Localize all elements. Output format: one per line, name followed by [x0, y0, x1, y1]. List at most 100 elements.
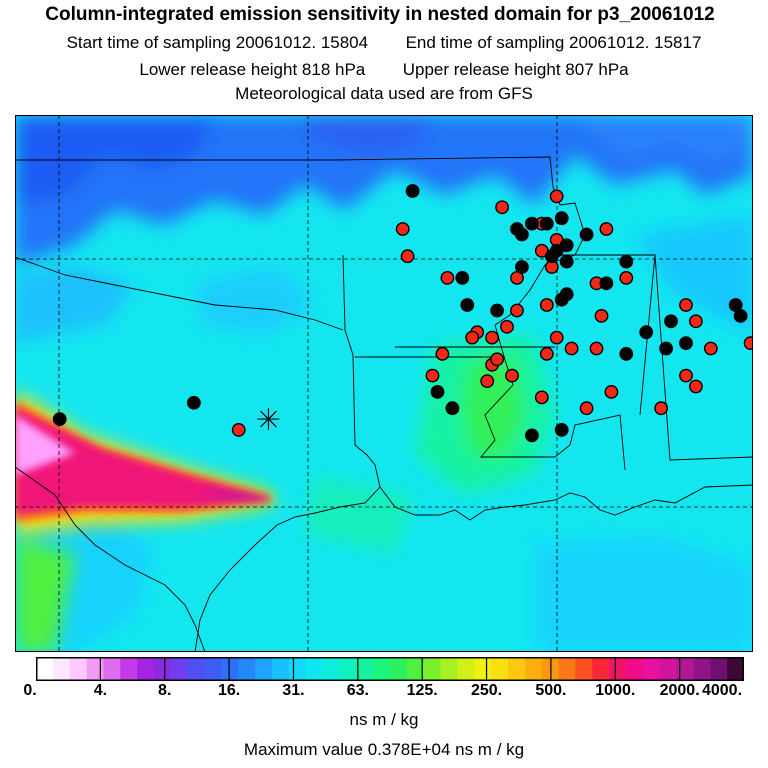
- station-marker-red: [490, 352, 504, 367]
- station-marker-red: [604, 384, 619, 399]
- station-marker-red: [510, 303, 524, 318]
- colorbar-tick-labels: 0. 4. 8. 16. 31. 63. 125. 250. 500. 1000. 2000. 400…: [0, 682, 768, 706]
- colorbar-segment: [423, 657, 442, 681]
- colorbar-tick-label: 63.: [346, 682, 369, 699]
- colorbar-units: ns m / kg: [349, 710, 419, 729]
- lower-height-label: Lower release height: [139, 60, 298, 79]
- station-marker-black: [733, 308, 748, 323]
- colorbar-segment: [154, 657, 172, 681]
- colorbar-segment: [558, 657, 577, 681]
- end-time-label: End time of sampling: [405, 33, 565, 52]
- station-marker-red: [480, 374, 495, 388]
- station-marker-black: [679, 336, 693, 351]
- station-marker-black: [455, 270, 470, 285]
- colorbar-tick-label: 2000.: [659, 682, 700, 699]
- colorbar-segment: [36, 657, 54, 681]
- station-marker-black: [664, 314, 678, 329]
- station-marker-black: [539, 216, 554, 231]
- colorbar-segment: [52, 657, 71, 681]
- colorbar-segment: [204, 657, 223, 681]
- colorbar-tick-label: 0.: [23, 682, 37, 699]
- colorbar-segment: [710, 657, 728, 681]
- colorbar-segment: [659, 657, 678, 681]
- maximum-value-line: Maximum value 0.378E+04 ns m / kg: [0, 740, 768, 760]
- station-marker-red: [689, 379, 703, 394]
- colorbar-tick-label: 4.: [93, 682, 108, 699]
- colorbar-tick-label: 500.: [535, 682, 567, 699]
- station-marker-red: [534, 390, 549, 405]
- colorbar-segment: [187, 657, 206, 681]
- met-data-line: Meteorological data used are from GFS: [235, 84, 533, 103]
- colorbar-segment: [255, 657, 273, 681]
- emission-sensitivity-map: [15, 115, 753, 652]
- station-marker-black: [554, 292, 569, 307]
- colorbar-tick-label: 1000.: [595, 682, 636, 699]
- colorbar-segment: [221, 657, 239, 681]
- colorbar-segment: [592, 657, 610, 681]
- maximum-value-label: Maximum value: [243, 740, 363, 759]
- station-marker-red: [539, 346, 554, 361]
- station-marker-black: [186, 395, 201, 410]
- colorbar-tick-label: 125.: [406, 682, 438, 699]
- station-marker-black: [514, 227, 529, 242]
- colorbar-segment: [676, 657, 695, 681]
- colorbar-tick-label: 4000.: [701, 682, 743, 699]
- release-height-line: Lower release height 818 hPa Upper relea…: [0, 60, 768, 80]
- station-marker-black: [405, 184, 420, 198]
- colorbar-segment: [524, 657, 543, 681]
- station-marker-red: [743, 336, 753, 350]
- station-marker-black: [639, 325, 654, 340]
- colorbar-segment: [86, 657, 105, 681]
- station-marker-red: [703, 341, 718, 356]
- station-marker-black: [514, 260, 529, 274]
- station-marker-red: [505, 368, 519, 383]
- colorbar-segment: [575, 657, 593, 681]
- station-marker-red: [465, 330, 480, 345]
- colorbar-segment: [339, 657, 357, 681]
- colorbar-segment: [390, 657, 408, 681]
- colorbar-segment: [491, 657, 509, 681]
- colorbar-segment: [137, 657, 155, 681]
- station-marker-red: [549, 189, 564, 204]
- colorbar-segment: [103, 657, 121, 681]
- station-marker-red: [495, 200, 509, 215]
- station-marker-red: [425, 368, 440, 383]
- colorbar-segment: [727, 657, 744, 681]
- station-marker-red: [395, 222, 410, 236]
- release-site-marker: [257, 408, 280, 431]
- station-marker-black: [52, 412, 67, 426]
- colorbar-segment: [474, 657, 492, 681]
- station-marker-black: [490, 303, 504, 318]
- colorbar-segment: [120, 657, 138, 681]
- station-marker-red: [594, 308, 609, 323]
- station-marker-black: [619, 254, 634, 269]
- station-marker-black: [659, 341, 673, 356]
- colorbar-segment: [457, 657, 475, 681]
- station-marker-red: [579, 401, 594, 416]
- start-time-value: 20061012. 15804: [235, 33, 369, 52]
- colorbar-segment: [272, 657, 290, 681]
- colorbar-segment: [508, 657, 526, 681]
- sampling-time-line: Start time of sampling 20061012. 15804 E…: [0, 33, 768, 53]
- sensitivity-plume: [15, 390, 277, 535]
- station-marker-black: [430, 384, 445, 399]
- station-marker-red: [500, 319, 514, 334]
- end-time-value: 20061012. 15817: [569, 33, 702, 52]
- station-marker-black: [599, 276, 614, 291]
- station-marker-black: [554, 211, 569, 226]
- station-marker-red: [564, 341, 579, 356]
- station-marker-black: [525, 216, 539, 231]
- colorbar-tick-label: 16.: [217, 682, 241, 699]
- station-marker-black: [549, 243, 564, 258]
- release-star-stroke: [260, 410, 277, 428]
- lat-lon-grid: [15, 115, 753, 652]
- station-marker-black: [445, 401, 460, 416]
- station-marker-black: [460, 298, 475, 312]
- upper-height-label: Upper release height: [402, 60, 561, 79]
- colorbar-tick-label: 250.: [470, 682, 503, 699]
- station-marker-red: [231, 422, 246, 437]
- maximum-value: 0.378E+04 ns m / kg: [367, 740, 525, 759]
- colorbar-tick-label: 31.: [282, 682, 305, 699]
- station-marker-red: [619, 270, 634, 285]
- colorbar-segment: [609, 657, 627, 681]
